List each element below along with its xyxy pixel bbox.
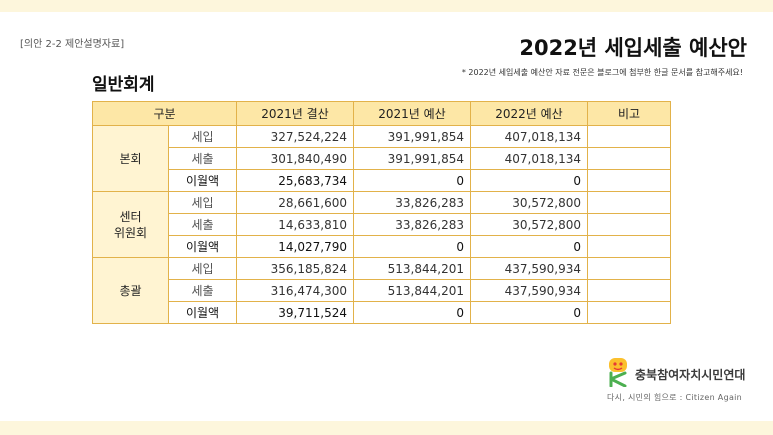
column-header-memo: 비고	[587, 101, 671, 126]
cell-2021-budget: 33,826,283	[353, 191, 471, 214]
organization-slogan: 다시, 시민의 힘으로 : Citizen Again	[607, 393, 743, 402]
cell-2022-budget: 437,590,934	[470, 279, 588, 302]
column-header-2022-budget: 2022년 예산	[470, 101, 588, 126]
cell-memo	[587, 235, 671, 258]
table-row: 세출 316,474,300 513,844,201 437,590,934	[93, 279, 671, 302]
cell-2021-budget: 513,844,201	[353, 279, 471, 302]
cell-2022-budget: 0	[470, 169, 588, 192]
column-header-2021-settlement: 2021년 결산	[236, 101, 354, 126]
cell-2022-budget: 0	[470, 235, 588, 258]
row-label: 세출	[168, 213, 237, 236]
cell-2021-settlement: 14,633,810	[236, 213, 354, 236]
row-label: 세입	[168, 191, 237, 214]
bottom-band	[0, 421, 773, 435]
cell-2022-budget: 437,590,934	[470, 257, 588, 280]
cell-2022-budget: 30,572,800	[470, 213, 588, 236]
cell-2021-budget: 0	[353, 235, 471, 258]
cell-2021-settlement: 14,027,790	[236, 235, 354, 258]
table-row: 총괄 세입 356,185,824 513,844,201 437,590,93…	[92, 257, 671, 324]
cell-2022-budget: 30,572,800	[470, 191, 588, 214]
row-label: 세입	[168, 257, 237, 280]
cell-2021-settlement: 39,711,524	[236, 301, 354, 324]
cell-2021-settlement: 327,524,224	[236, 125, 354, 148]
table-row: 세출 14,633,810 33,826,283 30,572,800	[93, 213, 671, 236]
cell-memo	[587, 147, 671, 170]
column-header-2021-budget: 2021년 예산	[353, 101, 471, 126]
table-row: 이월액 14,027,790 0 0	[93, 235, 671, 258]
page-title: 2022년 세입세출 예산안	[519, 36, 747, 60]
cell-2021-settlement: 356,185,824	[236, 257, 354, 280]
cell-memo	[587, 301, 671, 324]
reference-note: * 2022년 세입세출 예산안 자료 전문은 블로그에 첨부한 한글 문서를 …	[461, 68, 743, 77]
group-label-total: 총괄	[92, 257, 169, 324]
organization-name: 충북참여자치시민연대	[635, 368, 746, 382]
cell-2021-budget: 391,991,854	[353, 125, 471, 148]
table-row: 본회 세입 327,524,224 391,991,854 407,018,13…	[92, 125, 671, 192]
group-label-line: 위원회	[113, 225, 148, 240]
table-row: 세출 301,840,490 391,991,854 407,018,134	[93, 147, 671, 170]
logo-mark-icon	[609, 358, 627, 387]
reference-label: [의안 2-2 제안설명자료]	[20, 39, 125, 50]
group-label-center-committee: 센터 위원회	[92, 191, 169, 258]
cell-memo	[587, 191, 671, 214]
row-label: 세출	[168, 147, 237, 170]
section-title: 일반회계	[92, 75, 155, 95]
cell-2021-budget: 513,844,201	[353, 257, 471, 280]
cell-memo	[587, 257, 671, 280]
group-label-line: 센터	[119, 209, 142, 224]
cell-memo	[587, 279, 671, 302]
row-label: 세입	[168, 125, 237, 148]
group-label-main-office: 본회	[92, 125, 169, 192]
cell-memo	[587, 125, 671, 148]
cell-2021-settlement: 301,840,490	[236, 147, 354, 170]
column-header-category: 구분	[92, 101, 237, 126]
cell-memo	[587, 169, 671, 192]
table-header-row: 구분 2021년 결산 2021년 예산 2022년 예산 비고	[92, 101, 671, 126]
row-label: 이월액	[168, 169, 237, 192]
row-label: 이월액	[168, 235, 237, 258]
cell-2022-budget: 407,018,134	[470, 125, 588, 148]
cell-2021-budget: 0	[353, 169, 471, 192]
cell-2021-settlement: 28,661,600	[236, 191, 354, 214]
cell-2022-budget: 0	[470, 301, 588, 324]
top-band	[0, 0, 773, 12]
cell-memo	[587, 213, 671, 236]
row-label: 이월액	[168, 301, 237, 324]
cell-2022-budget: 407,018,134	[470, 147, 588, 170]
budget-table: 구분 2021년 결산 2021년 예산 2022년 예산 비고 본회 세입 3…	[92, 101, 671, 324]
cell-2021-budget: 391,991,854	[353, 147, 471, 170]
table-row: 이월액 25,683,734 0 0	[93, 169, 671, 192]
row-label: 세출	[168, 279, 237, 302]
table-row: 센터 위원회 세입 28,661,600 33,826,283 30,572,8…	[92, 191, 671, 258]
table-row: 이월액 39,711,524 0 0	[93, 301, 671, 324]
organization-logo: 충북참여자치시민연대 다시, 시민의 힘으로 : Citizen Again	[607, 357, 767, 409]
cell-2021-budget: 0	[353, 301, 471, 324]
cell-2021-settlement: 25,683,734	[236, 169, 354, 192]
cell-2021-budget: 33,826,283	[353, 213, 471, 236]
cell-2021-settlement: 316,474,300	[236, 279, 354, 302]
